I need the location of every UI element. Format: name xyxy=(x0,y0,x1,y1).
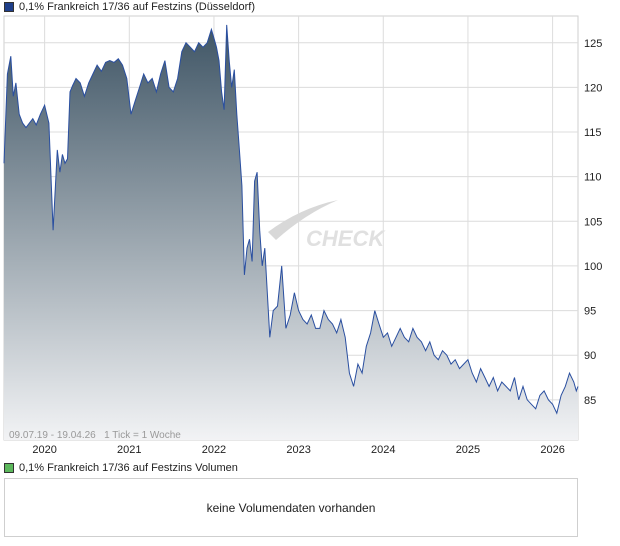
y-tick-label-120: 120 xyxy=(584,82,602,94)
x-tick-label-2021: 2021 xyxy=(117,444,141,456)
y-tick-label-90: 90 xyxy=(584,350,596,362)
price-series-line xyxy=(3,24,579,415)
x-tick-label-2025: 2025 xyxy=(456,444,480,456)
y-tick-label-95: 95 xyxy=(584,306,596,318)
price-legend-label: 0,1% Frankreich 17/36 auf Festzins (Düss… xyxy=(19,1,255,13)
y-tick-label-105: 105 xyxy=(584,216,602,228)
y-tick-label-100: 100 xyxy=(584,261,602,273)
range-note: 09.07.19 - 19.04.26 1 Tick = 1 Woche xyxy=(9,430,181,441)
watermark-swoosh xyxy=(268,200,338,240)
volume-chart: keine Volumendaten vorhanden xyxy=(4,478,578,537)
volume-legend: 0,1% Frankreich 17/36 auf Festzins Volum… xyxy=(4,461,238,475)
y-tick-label-125: 125 xyxy=(584,38,602,50)
x-tick-label-2022: 2022 xyxy=(202,444,226,456)
volume-legend-label: 0,1% Frankreich 17/36 auf Festzins Volum… xyxy=(19,462,238,474)
y-tick-label-115: 115 xyxy=(584,127,602,139)
x-tick-label-2023: 2023 xyxy=(286,444,310,456)
y-tick-label-110: 110 xyxy=(584,172,602,184)
price-area-fill xyxy=(4,24,578,441)
watermark: CHECK xyxy=(268,200,386,251)
y-tick-label-85: 85 xyxy=(584,395,596,407)
price-legend-swatch xyxy=(4,2,14,12)
y-axis-labels: 85 90 95 100 105 110 115 120 125 xyxy=(584,38,602,407)
x-tick-label-2024: 2024 xyxy=(371,444,395,456)
x-tick-label-2026: 2026 xyxy=(540,444,564,456)
watermark-text: CHECK xyxy=(306,226,386,251)
x-tick-label-2020: 2020 xyxy=(32,444,56,456)
volume-legend-swatch xyxy=(4,463,14,473)
volume-empty-message: keine Volumendaten vorhanden xyxy=(206,501,376,515)
price-legend: 0,1% Frankreich 17/36 auf Festzins (Düss… xyxy=(4,0,255,14)
x-axis-labels: 2020 2021 2022 2023 2024 2025 2026 xyxy=(32,444,564,456)
